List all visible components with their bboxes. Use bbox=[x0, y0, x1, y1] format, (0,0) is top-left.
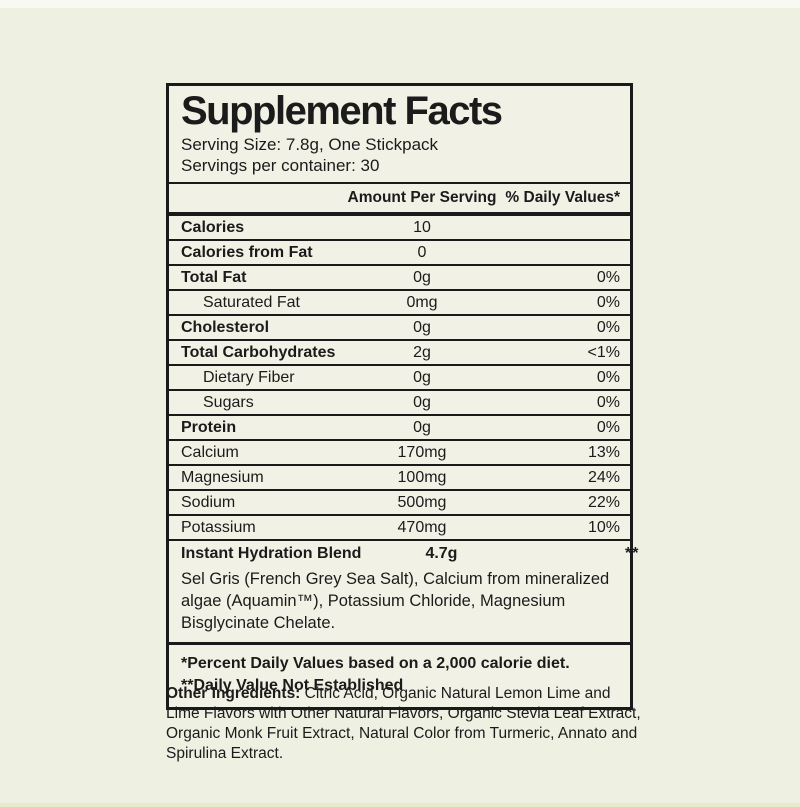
table-row: Calcium 170mg 13% bbox=[169, 439, 630, 464]
nutrient-name: Potassium bbox=[181, 518, 256, 536]
nutrient-amount: 0g bbox=[413, 368, 431, 386]
table-row: Protein 0g 0% bbox=[169, 414, 630, 439]
nutrient-name: Protein bbox=[181, 418, 237, 436]
nutrient-name: Magnesium bbox=[181, 468, 264, 486]
nutrient-name: Sugars bbox=[203, 393, 254, 411]
nutrient-daily-value: 0% bbox=[596, 393, 620, 411]
nutrient-daily-value: 22% bbox=[587, 493, 620, 511]
nutrient-daily-value: 10% bbox=[587, 518, 620, 536]
nutrient-name: Calories from Fat bbox=[181, 243, 313, 261]
table-row: Saturated Fat 0mg 0% bbox=[169, 289, 630, 314]
other-ingredients: Other Ingredients: Citric Acid, Organic … bbox=[166, 684, 644, 764]
blend-name: Instant Hydration Blend bbox=[181, 544, 362, 562]
table-row: Total Fat 0g 0% bbox=[169, 264, 630, 289]
table-row: Cholesterol 0g 0% bbox=[169, 314, 630, 339]
bottom-strip bbox=[0, 803, 800, 807]
servings-per-container: Servings per container: 30 bbox=[181, 156, 380, 175]
nutrient-name: Cholesterol bbox=[181, 318, 270, 336]
blend-amount: 4.7g bbox=[425, 544, 458, 562]
table-row: Calories from Fat 0 bbox=[169, 239, 630, 264]
nutrient-name: Total Carbohydrates bbox=[181, 343, 336, 361]
serving-size: Serving Size: 7.8g, One Stickpack bbox=[181, 135, 439, 154]
footnotes: *Percent Daily Values based on a 2,000 c… bbox=[169, 642, 630, 707]
nutrient-daily-value: 0% bbox=[596, 368, 620, 386]
nutrient-amount: 0g bbox=[413, 418, 431, 436]
top-strip bbox=[0, 0, 800, 8]
table-row: Sugars 0g 0% bbox=[169, 389, 630, 414]
nutrient-daily-value: 24% bbox=[587, 468, 620, 486]
table-row: Dietary Fiber 0g 0% bbox=[169, 364, 630, 389]
nutrient-name: Dietary Fiber bbox=[203, 368, 295, 386]
nutrient-daily-value: 0% bbox=[596, 418, 620, 436]
nutrient-name: Calories bbox=[181, 218, 245, 236]
column-header-daily-value: % Daily Values* bbox=[505, 189, 620, 206]
panel-title: Supplement Facts bbox=[181, 89, 503, 133]
nutrient-amount: 0g bbox=[413, 318, 431, 336]
nutrient-daily-value: 0% bbox=[596, 318, 620, 336]
supplement-facts-panel: Supplement Facts Serving Size: 7.8g, One… bbox=[166, 83, 638, 710]
table-row: Magnesium 100mg 24% bbox=[169, 464, 630, 489]
nutrient-name: Sodium bbox=[181, 493, 236, 511]
other-ingredients-text: Citric Acid, Organic Natural Lemon Lime … bbox=[166, 685, 641, 762]
table-row: Sodium 500mg 22% bbox=[169, 489, 630, 514]
nutrient-daily-value: 13% bbox=[587, 443, 620, 461]
nutrient-daily-value: <1% bbox=[587, 343, 620, 361]
footnote-not-established: **Daily Value Not Established bbox=[181, 677, 404, 694]
nutrient-amount: 470mg bbox=[397, 518, 447, 536]
nutrient-amount: 0 bbox=[417, 243, 427, 261]
nutrient-amount: 500mg bbox=[397, 493, 447, 511]
nutrient-amount: 0g bbox=[413, 268, 431, 286]
table-row: Potassium 470mg 10% bbox=[169, 514, 630, 539]
nutrient-name: Saturated Fat bbox=[203, 293, 300, 311]
table-row: Total Carbohydrates 2g <1% bbox=[169, 339, 630, 364]
nutrient-amount: 2g bbox=[413, 343, 431, 361]
nutrient-daily-value: 0% bbox=[596, 268, 620, 286]
nutrient-name: Total Fat bbox=[181, 268, 247, 286]
nutrient-amount: 0mg bbox=[406, 293, 438, 311]
panel-header: Supplement Facts Serving Size: 7.8g, One… bbox=[169, 86, 630, 182]
blend-row: Instant Hydration Blend 4.7g ** bbox=[169, 539, 638, 566]
nutrient-amount: 10 bbox=[413, 218, 431, 236]
other-ingredients-label: Other Ingredients: bbox=[166, 685, 301, 702]
footnote-daily-values: *Percent Daily Values based on a 2,000 c… bbox=[181, 655, 570, 672]
nutrient-name: Calcium bbox=[181, 443, 239, 461]
nutrient-amount: 100mg bbox=[397, 468, 447, 486]
nutrient-daily-value: 0% bbox=[596, 293, 620, 311]
column-header-row: Amount Per Serving % Daily Values* bbox=[169, 182, 630, 216]
blend-daily-value: ** bbox=[625, 544, 640, 562]
column-header-amount: Amount Per Serving bbox=[347, 189, 497, 206]
table-row: Calories 10 bbox=[169, 216, 630, 239]
nutrient-rows: Calories 10 Calories from Fat 0 Total Fa… bbox=[169, 216, 630, 539]
nutrient-amount: 170mg bbox=[397, 443, 447, 461]
blend-description: Sel Gris (French Grey Sea Salt), Calcium… bbox=[181, 570, 610, 632]
nutrient-amount: 0g bbox=[413, 393, 431, 411]
